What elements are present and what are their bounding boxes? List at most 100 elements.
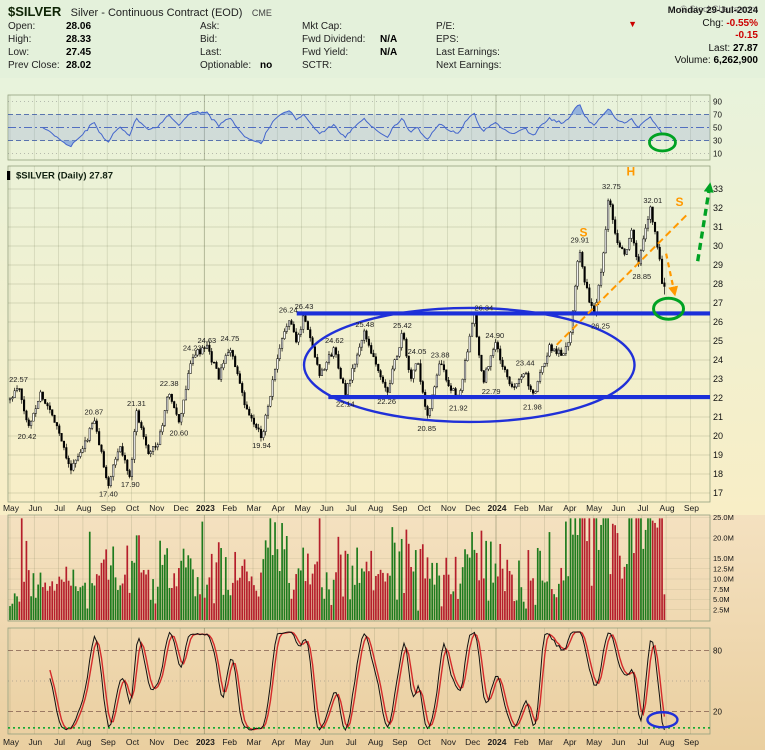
head-shoulders-label: S <box>579 226 587 240</box>
x-axis-label: Jul <box>637 503 648 513</box>
x-axis-label: 2024 <box>488 503 507 513</box>
projection-arrow <box>696 182 714 262</box>
fwd-yield-label: Fwd Yield: <box>302 47 349 58</box>
chg-abs-value: -0.15 <box>735 30 758 41</box>
x-axis-label: Nov <box>149 737 165 747</box>
last-trade-label: Last: <box>200 47 222 58</box>
orange-trendline <box>556 212 689 346</box>
x-axis-label: Apr <box>563 503 576 513</box>
consolidation-ellipse <box>302 306 636 424</box>
price-swing-label: 22.79 <box>482 387 501 396</box>
price-axis-label: 24 <box>713 355 723 365</box>
x-axis-label: May <box>295 737 312 747</box>
x-axis-label: Dec <box>465 503 481 513</box>
retest-circle <box>652 296 686 321</box>
volume-axis-label: 5.0M <box>713 595 730 604</box>
price-swing-label: 26.43 <box>295 302 314 311</box>
price-swing-label: 24.62 <box>325 336 344 345</box>
x-axis-label: Oct <box>126 503 140 513</box>
quote-col-bidask: Ask: Bid: Last: Optionable: no <box>200 20 272 72</box>
x-axis-label: Sep <box>101 503 116 513</box>
instrument-name: Silver - Continuous Contract (EOD) <box>70 7 243 19</box>
x-axis-label: May <box>586 737 603 747</box>
price-swing-label: 17.90 <box>121 480 140 489</box>
x-axis-label: Jun <box>320 503 334 513</box>
volume-axis-label: 20.0M <box>713 534 734 543</box>
price-axis-label: 19 <box>713 450 723 460</box>
price-swing-label: 21.92 <box>449 404 468 413</box>
x-axis-label: Aug <box>76 737 91 747</box>
x-axis-label: May <box>586 503 603 513</box>
head-shoulders-label: S <box>675 195 683 209</box>
price-axis-label: 29 <box>713 260 723 270</box>
x-axis-label: Dec <box>465 737 481 747</box>
price-axis-label: 31 <box>713 222 723 232</box>
x-axis-label: Mar <box>247 503 262 513</box>
x-axis-label: May <box>3 737 20 747</box>
stochastic-axis-label: 80 <box>713 646 722 655</box>
open-label: Open: <box>8 21 36 32</box>
stochastic-axis-label: 20 <box>713 708 722 717</box>
x-axis-label: Apr <box>563 737 576 747</box>
fwd-yield-value: N/A <box>380 47 398 58</box>
x-axis-label: 2023 <box>196 737 215 747</box>
rsi-circle-annotation <box>648 132 677 153</box>
price-axis-label: 32 <box>713 203 723 213</box>
x-axis-label: Jul <box>637 737 648 747</box>
low-label: Low: <box>8 47 30 58</box>
fwd-dividend-label: Fwd Dividend: <box>302 34 366 45</box>
x-axis-label: Sep <box>684 503 699 513</box>
price-swing-label: 32.01 <box>643 196 662 205</box>
x-axis-label: Jun <box>612 503 626 513</box>
x-axis-label: Sep <box>101 737 116 747</box>
mktcap-label: Mkt Cap: <box>302 21 343 32</box>
price-swing-label: 19.94 <box>252 441 271 450</box>
price-swing-label: 25.42 <box>393 321 412 330</box>
price-swing-label: 21.98 <box>523 402 542 411</box>
x-axis-label: Sep <box>392 503 407 513</box>
volume-axis-label: 12.5M <box>713 564 734 573</box>
rsi-panel <box>8 101 710 154</box>
optionable-value: no <box>260 60 273 71</box>
volume-value: 6,262,900 <box>713 55 759 66</box>
price-axis-label: 21 <box>713 412 723 422</box>
price-swing-label: 32.75 <box>602 182 621 191</box>
high-value: 28.33 <box>66 34 92 45</box>
x-axis-label: 2024 <box>488 737 507 747</box>
price-axis-label: 33 <box>713 184 723 194</box>
x-axis-label: Sep <box>392 737 407 747</box>
sctr-label: SCTR: <box>302 60 332 71</box>
volume-axis-label: 7.5M <box>713 585 730 594</box>
x-axis-label: Jun <box>320 737 334 747</box>
exchange: CME <box>251 8 272 18</box>
bid-label: Bid: <box>200 34 218 45</box>
x-axis-label: Jul <box>346 737 357 747</box>
x-axis-label: Oct <box>417 503 431 513</box>
rsi-line <box>42 104 665 148</box>
x-axis-label: Aug <box>368 737 383 747</box>
volume-panel <box>9 518 666 620</box>
last-label: Last: <box>708 42 731 54</box>
x-axis-label: Mar <box>538 503 553 513</box>
price-swing-label: 22.57 <box>9 375 28 384</box>
x-axis-label: Dec <box>174 503 190 513</box>
price-swing-label: 24.05 <box>408 347 427 356</box>
x-axis-label: Nov <box>149 503 165 513</box>
x-axis-label: Jun <box>28 737 42 747</box>
prev-close-label: Prev Close: <box>8 60 60 71</box>
breakdown-arrow <box>665 253 679 297</box>
x-axis-label: Mar <box>247 737 262 747</box>
quote-col-ohlc: Open: 28.06 High: 28.33 Low: 27.45 Prev Clo… <box>8 20 91 72</box>
x-axis-label: Feb <box>514 503 529 513</box>
price-axis-label: 27 <box>713 298 723 308</box>
price-swing-label: 22.38 <box>160 379 179 388</box>
price-swing-label: 20.87 <box>84 407 103 416</box>
rsi-axis-label: 70 <box>713 110 722 119</box>
high-label: High: <box>8 34 32 45</box>
price-axis-label: 17 <box>713 488 723 498</box>
volume-axis-label: 2.5M <box>713 605 730 614</box>
price-axis-label: 20 <box>713 431 723 441</box>
price-swing-label: 24.23 <box>183 344 202 353</box>
